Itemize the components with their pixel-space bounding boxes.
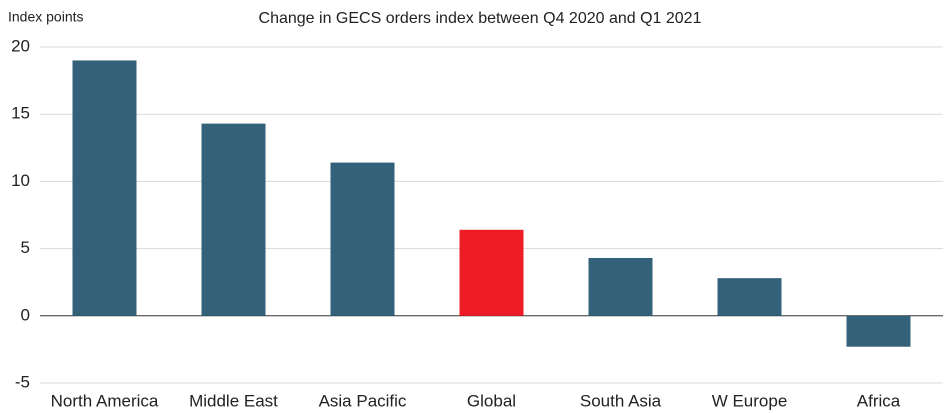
x-tick-label: North America bbox=[51, 391, 159, 410]
bar bbox=[330, 162, 395, 316]
y-tick-label: 15 bbox=[11, 104, 30, 123]
x-tick-label: Middle East bbox=[189, 391, 278, 410]
bar bbox=[717, 278, 782, 316]
chart-title: Change in GECS orders index between Q4 2… bbox=[259, 10, 702, 27]
bar bbox=[72, 60, 137, 316]
bar bbox=[201, 123, 266, 316]
x-tick-label: Global bbox=[467, 391, 516, 410]
y-axis-label: Index points bbox=[8, 9, 84, 25]
bar bbox=[588, 258, 653, 316]
bar bbox=[846, 315, 911, 347]
y-tick-label: 5 bbox=[21, 238, 30, 257]
bar bbox=[459, 229, 524, 316]
x-tick-label: Africa bbox=[857, 391, 901, 410]
y-tick-label: -5 bbox=[15, 372, 30, 391]
y-tick-label: 10 bbox=[11, 171, 30, 190]
x-tick-label: Asia Pacific bbox=[319, 391, 407, 410]
y-tick-label: 20 bbox=[11, 36, 30, 55]
y-tick-label: 0 bbox=[21, 305, 30, 324]
x-tick-label: South Asia bbox=[580, 391, 662, 410]
x-tick-label: W Europe bbox=[712, 391, 788, 410]
